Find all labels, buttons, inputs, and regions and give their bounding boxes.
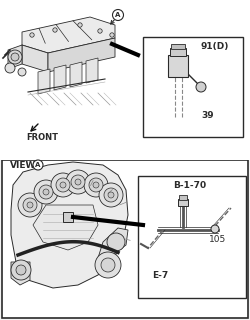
- Circle shape: [78, 23, 82, 27]
- Circle shape: [66, 170, 90, 194]
- Circle shape: [108, 192, 114, 198]
- Polygon shape: [11, 262, 30, 285]
- Circle shape: [95, 252, 121, 278]
- Text: 91(D): 91(D): [201, 43, 229, 52]
- Circle shape: [11, 53, 19, 61]
- Polygon shape: [33, 205, 98, 250]
- Circle shape: [104, 188, 118, 202]
- Polygon shape: [38, 69, 50, 94]
- Bar: [178, 199, 188, 206]
- Circle shape: [93, 182, 99, 188]
- Circle shape: [84, 173, 108, 197]
- Circle shape: [60, 182, 66, 188]
- Polygon shape: [48, 38, 115, 72]
- Circle shape: [75, 179, 81, 185]
- Text: FRONT: FRONT: [26, 133, 58, 142]
- Text: B-1-70: B-1-70: [174, 181, 206, 190]
- Circle shape: [27, 202, 33, 208]
- Circle shape: [5, 63, 15, 73]
- Circle shape: [16, 265, 26, 275]
- Circle shape: [39, 185, 53, 199]
- Polygon shape: [86, 58, 98, 83]
- Bar: [171, 44, 185, 49]
- Circle shape: [8, 50, 22, 64]
- Circle shape: [99, 183, 123, 207]
- Circle shape: [23, 198, 37, 212]
- Circle shape: [110, 33, 114, 37]
- Polygon shape: [98, 228, 128, 260]
- Polygon shape: [11, 162, 128, 288]
- Circle shape: [18, 68, 26, 76]
- Circle shape: [51, 173, 75, 197]
- Circle shape: [211, 225, 219, 233]
- Text: 39: 39: [202, 110, 214, 119]
- Circle shape: [56, 178, 70, 192]
- Bar: [168, 55, 188, 77]
- Circle shape: [30, 33, 34, 37]
- Circle shape: [43, 189, 49, 195]
- Circle shape: [101, 258, 115, 272]
- Text: VIEW: VIEW: [10, 161, 36, 170]
- Circle shape: [33, 160, 43, 170]
- Circle shape: [112, 10, 124, 20]
- Bar: [2, 160, 248, 318]
- Text: E-7: E-7: [152, 271, 168, 281]
- Polygon shape: [22, 17, 115, 53]
- Circle shape: [34, 180, 58, 204]
- Circle shape: [11, 260, 31, 280]
- Circle shape: [71, 175, 85, 189]
- Circle shape: [18, 193, 42, 217]
- Text: 105: 105: [210, 236, 226, 244]
- Circle shape: [53, 28, 57, 32]
- Circle shape: [98, 29, 102, 33]
- Bar: [143, 37, 243, 137]
- Bar: [170, 48, 186, 56]
- Polygon shape: [8, 45, 22, 69]
- Polygon shape: [22, 45, 48, 72]
- Bar: [0, 0, 250, 160]
- Text: A: A: [115, 12, 121, 18]
- Polygon shape: [54, 65, 66, 90]
- Polygon shape: [70, 62, 82, 87]
- Circle shape: [89, 178, 103, 192]
- Circle shape: [107, 233, 125, 251]
- Bar: [179, 195, 187, 200]
- Circle shape: [196, 82, 206, 92]
- Text: A: A: [35, 162, 41, 168]
- Bar: [63, 212, 73, 222]
- Bar: [138, 176, 246, 298]
